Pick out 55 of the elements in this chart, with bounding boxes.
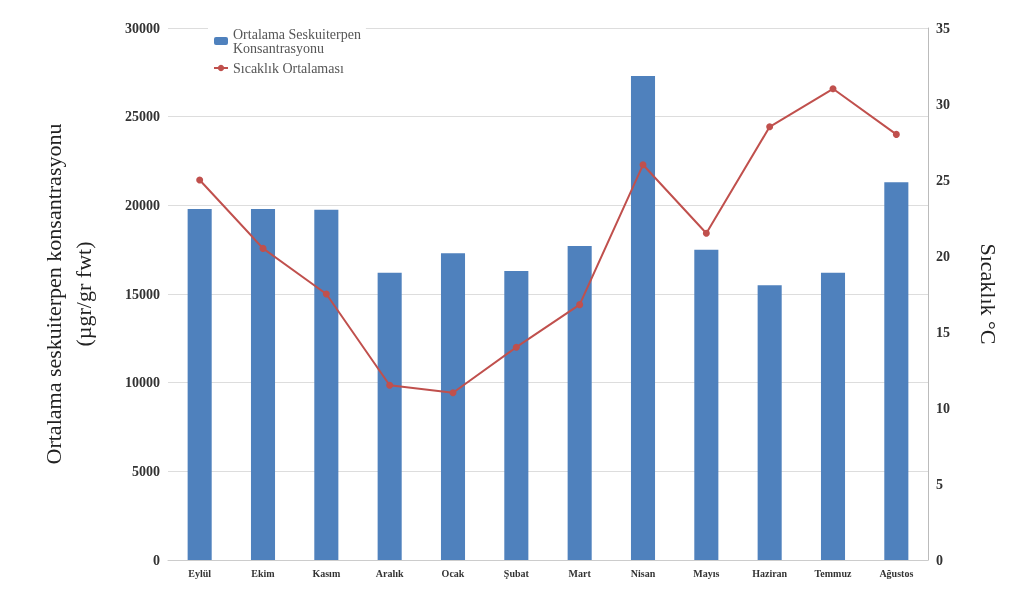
y2-tick-label: 10: [936, 400, 950, 416]
y-tick-label: 5000: [132, 463, 160, 479]
bar: [630, 75, 656, 560]
y-tick-label: 20000: [125, 197, 160, 213]
point: [196, 176, 204, 184]
y-tick-label: 30000: [125, 20, 160, 36]
legend-label: Ortalama Seskuiterpen Konsantrasyonu: [233, 26, 361, 56]
x-tick-label: Eylül: [188, 567, 212, 579]
point: [259, 244, 267, 252]
y2-tick-label: 20: [936, 248, 950, 264]
x-tick-label: Nisan: [630, 567, 656, 579]
y2-tick-label: 35: [936, 20, 950, 36]
point: [702, 229, 710, 237]
bar: [377, 272, 402, 560]
bar: [314, 209, 339, 560]
bar: [694, 249, 719, 560]
x-tick-label: Aralık: [375, 567, 404, 579]
bar: [567, 246, 592, 560]
bar: [440, 253, 466, 560]
bar: [187, 208, 212, 560]
y-tick-label: 10000: [125, 375, 160, 391]
y2-tick-label: 0: [936, 552, 943, 568]
x-tick-label: Mayıs: [693, 567, 720, 579]
y2-tick-label: 25: [936, 172, 950, 188]
point: [512, 343, 520, 351]
bar: [250, 208, 276, 560]
y-tick-label: 0: [153, 552, 160, 568]
y2-tick-label: 15: [936, 324, 950, 340]
point: [386, 381, 394, 389]
point: [322, 290, 330, 298]
point: [892, 130, 900, 138]
bar: [504, 270, 529, 560]
x-tick-label: Haziran: [752, 567, 788, 579]
y2-axis-title: Sıcaklık °C: [975, 243, 1001, 345]
x-tick-label: Mart: [568, 567, 592, 579]
y2-tick-label: 5: [936, 476, 943, 492]
x-tick-label: Temmuz: [814, 567, 852, 579]
y-tick-label: 25000: [125, 109, 160, 125]
bar: [884, 182, 909, 560]
x-tick-label: Ocak: [441, 567, 465, 579]
x-tick-label: Ekim: [251, 567, 276, 579]
y-tick-label: 15000: [125, 286, 160, 302]
x-tick-label: Kasım: [312, 567, 341, 579]
point: [766, 123, 774, 131]
x-tick-label: Şubat: [503, 567, 530, 579]
point: [639, 161, 647, 169]
point: [829, 85, 837, 93]
y-axis-title: Ortalama seskuiterpen konsantrasyonu (µgr/gr fwt): [40, 123, 96, 465]
point: [576, 301, 584, 309]
point: [449, 389, 457, 397]
bar: [820, 272, 846, 560]
y2-tick-label: 30: [936, 96, 950, 112]
bar: [757, 285, 782, 560]
x-tick-label: Ağustos: [879, 567, 914, 579]
legend-label: Sıcaklık Ortalaması: [233, 60, 344, 76]
